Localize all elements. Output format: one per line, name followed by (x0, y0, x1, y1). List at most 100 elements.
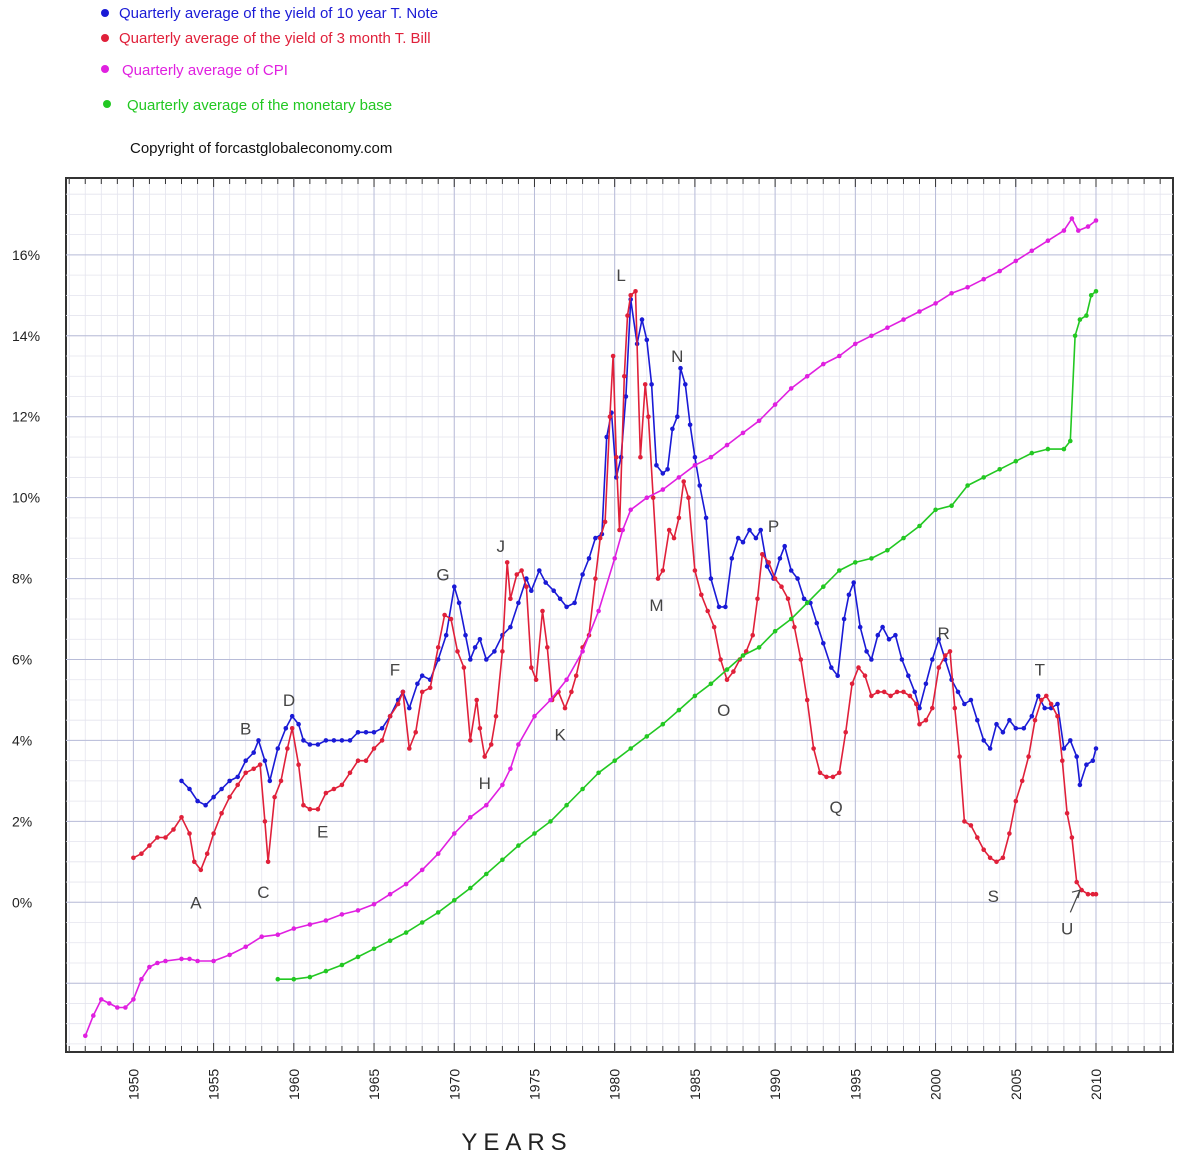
series-point-0 (492, 649, 497, 654)
series-point-2 (564, 677, 569, 682)
series-point-1 (622, 374, 627, 379)
series-point-0 (788, 568, 794, 573)
series-point-0 (275, 746, 281, 751)
series-point-1 (650, 495, 656, 501)
series-point-0 (1029, 713, 1035, 719)
series-point-1 (198, 867, 204, 873)
series-point-1 (529, 665, 534, 670)
series-point-2 (435, 851, 441, 856)
series-point-0 (1000, 730, 1006, 735)
series-point-2 (981, 276, 986, 282)
plot-frame (65, 177, 1174, 1053)
series-point-0 (564, 604, 569, 610)
series-point-0 (363, 730, 369, 735)
series-point-2 (187, 956, 192, 962)
series-point-1 (474, 697, 480, 703)
series-point-1 (888, 693, 893, 699)
series-point-1 (540, 608, 545, 614)
series-point-1 (519, 568, 524, 573)
series-point-1 (798, 657, 804, 662)
series-point-2 (1085, 224, 1091, 229)
legend-label-10y: Quarterly average of the yield of 10 yea… (119, 5, 438, 22)
series-point-1 (1074, 879, 1079, 885)
series-point-0 (477, 637, 483, 642)
series-point-2 (452, 831, 457, 836)
series-point-0 (886, 637, 892, 642)
series-point-0 (795, 576, 800, 581)
series-point-0 (211, 794, 216, 800)
series-point-2 (508, 766, 513, 772)
series-point-1 (514, 572, 520, 577)
series-point-1 (1079, 887, 1084, 893)
series-point-2 (91, 1013, 96, 1018)
series-point-2 (83, 1033, 88, 1039)
series-point-0 (331, 738, 337, 743)
series-point-2 (484, 802, 489, 808)
series-point-2 (1076, 228, 1081, 233)
series-point-2 (788, 386, 794, 391)
series-point-1 (830, 774, 836, 780)
series-point-0 (723, 604, 728, 610)
series-point-2 (1045, 238, 1051, 243)
series-point-0 (1013, 726, 1019, 731)
series-point-0 (1068, 738, 1073, 743)
series-point-2 (1069, 216, 1075, 221)
series-point-1 (994, 859, 999, 865)
series-point-1 (947, 649, 953, 654)
series-point-3 (708, 681, 714, 687)
series-point-0 (283, 726, 289, 731)
series-point-1 (296, 762, 301, 767)
series-point-0 (557, 596, 563, 602)
series-point-1 (862, 673, 868, 678)
legend-marker-monetary-base (103, 100, 111, 108)
series-point-1 (573, 673, 579, 678)
series-point-3 (933, 507, 938, 513)
series-point-2 (163, 958, 168, 964)
series-point-2 (227, 952, 232, 958)
series-point-1 (379, 738, 385, 743)
annotation-a: A (190, 893, 202, 912)
legend-marker-cpi (101, 65, 109, 73)
series-point-0 (604, 434, 609, 440)
annotation-f: F (390, 661, 400, 680)
annotation-b: B (240, 719, 251, 738)
series-point-0 (339, 738, 345, 743)
series-point-3 (997, 467, 1002, 472)
series-point-2 (837, 353, 842, 359)
series-point-1 (235, 782, 240, 788)
series-point-3 (516, 843, 521, 848)
series-point-1 (957, 754, 962, 759)
annotation-j: J (497, 537, 506, 556)
series-point-0 (307, 742, 313, 747)
x-tick-label: 2000 (928, 1069, 944, 1100)
series-point-1 (987, 855, 993, 861)
series-point-0 (930, 657, 935, 662)
series-point-3 (901, 535, 906, 541)
series-point-2 (291, 926, 297, 931)
series-point-3 (1029, 450, 1035, 456)
series-point-3 (564, 802, 569, 808)
series-point-3 (724, 667, 730, 672)
series-point-1 (628, 293, 633, 298)
series-point-0 (923, 681, 929, 687)
series-point-1 (1048, 701, 1054, 707)
series-layer (83, 216, 1099, 1039)
series-point-0 (962, 701, 967, 707)
series-point-1 (1007, 831, 1012, 836)
series-point-1 (131, 855, 136, 861)
series-point-1 (331, 786, 337, 792)
series-point-1 (930, 705, 935, 711)
series-point-2 (387, 891, 393, 897)
series-point-3 (772, 628, 778, 634)
series-point-0 (841, 616, 847, 622)
series-point-1 (646, 414, 651, 420)
series-point-1 (407, 746, 412, 751)
series-point-1 (849, 681, 855, 687)
series-point-2 (756, 418, 762, 424)
series-point-1 (500, 649, 505, 654)
series-point-1 (681, 479, 686, 484)
series-point-1 (1039, 697, 1044, 703)
series-point-0 (537, 568, 542, 573)
series-point-1 (442, 612, 447, 618)
series-point-3 (804, 600, 810, 606)
